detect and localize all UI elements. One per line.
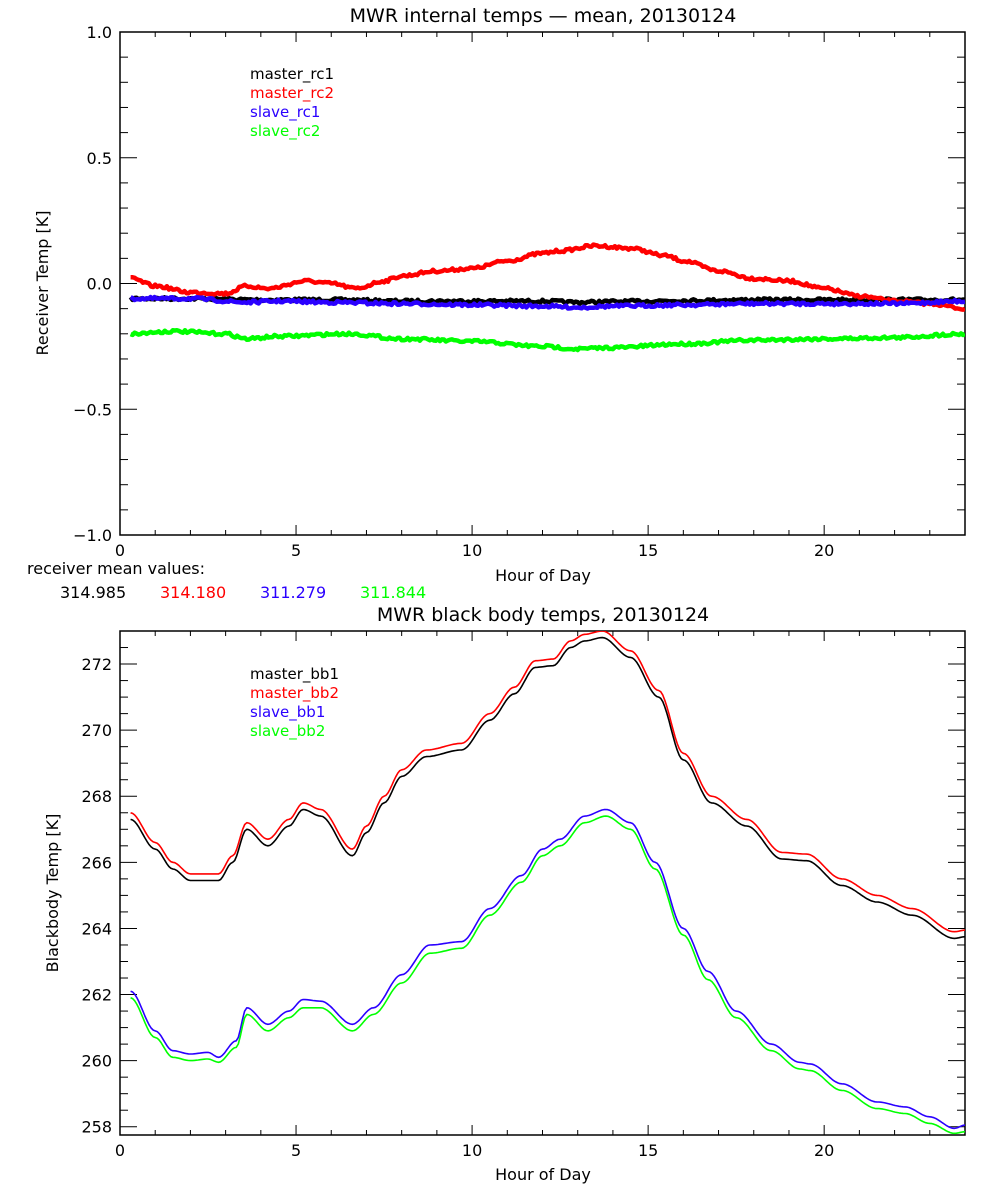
- data-lines: [128, 242, 965, 353]
- series-line-master-bb1: [130, 636, 965, 940]
- mean-value: 311.279: [260, 583, 326, 602]
- x-tick-label: 20: [814, 1141, 834, 1160]
- axis-ticks: [119, 630, 966, 1135]
- mean-values-label: receiver mean values:: [27, 559, 205, 578]
- series-line-slave-bb2: [130, 815, 965, 1135]
- y-tick-label: 1.0: [87, 23, 112, 42]
- series-line-slave-rc1: [129, 294, 965, 311]
- y-tick-label: 258: [81, 1118, 112, 1137]
- y-tick-label: 270: [81, 721, 112, 740]
- chart-receiver-temps: MWR internal temps — mean, 20130124 −1.0…: [27, 5, 966, 602]
- legend-item-slave-rc2: slave_rc2: [250, 122, 320, 141]
- x-tick-label: 10: [462, 1141, 482, 1160]
- legend-item-master-bb2: master_bb2: [250, 684, 339, 703]
- y-tick-labels: 258 260 262 264 266 268 270 272: [81, 655, 112, 1137]
- y-tick-label: 0.5: [87, 149, 112, 168]
- x-tick-label: 0: [115, 1141, 125, 1160]
- x-axis-label: Hour of Day: [495, 1165, 591, 1184]
- y-tick-labels: −1.0 −0.5 0.0 0.5 1.0: [73, 23, 112, 545]
- series-line-master-bb2: [130, 631, 965, 933]
- legend-item-slave-bb2: slave_bb2: [250, 722, 325, 741]
- x-axis-label: Hour of Day: [495, 566, 591, 585]
- mean-value: 314.180: [160, 583, 226, 602]
- series-line-slave-rc2: [129, 327, 965, 353]
- x-tick-labels: 0 5 10 15 20: [115, 1141, 834, 1160]
- y-tick-label: −0.5: [73, 400, 112, 419]
- chart-title: MWR black body temps, 20130124: [377, 604, 709, 626]
- plot-frame: [119, 630, 966, 1136]
- legend-item-master-rc1: master_rc1: [250, 65, 334, 84]
- axis-ticks: [119, 31, 966, 536]
- series-line-master-rc2: [130, 242, 965, 312]
- x-tick-label: 5: [291, 541, 301, 560]
- y-tick-label: −1.0: [73, 526, 112, 545]
- x-tick-label: 20: [814, 541, 834, 560]
- y-axis-label: Receiver Temp [K]: [33, 210, 52, 355]
- x-tick-label: 0: [115, 541, 125, 560]
- y-tick-label: 0.0: [87, 275, 112, 294]
- legend-item-slave-bb1: slave_bb1: [250, 703, 325, 722]
- y-tick-label: 264: [81, 919, 112, 938]
- x-tick-label: 10: [462, 541, 482, 560]
- y-tick-label: 260: [81, 1052, 112, 1071]
- y-tick-label: 268: [81, 787, 112, 806]
- chart-title: MWR internal temps — mean, 20130124: [350, 5, 737, 27]
- y-axis-label: Blackbody Temp [K]: [43, 814, 62, 973]
- y-tick-label: 262: [81, 986, 112, 1005]
- mean-value: 311.844: [360, 583, 426, 602]
- x-tick-label: 15: [638, 1141, 658, 1160]
- legend-item-slave-rc1: slave_rc1: [250, 103, 320, 122]
- x-tick-label: 5: [291, 1141, 301, 1160]
- legend-item-master-rc2: master_rc2: [250, 84, 334, 103]
- legend-item-master-bb1: master_bb1: [250, 665, 339, 684]
- mean-value: 314.985: [60, 583, 126, 602]
- data-lines: [130, 631, 965, 1135]
- mean-values: 314.985 314.180 311.279 311.844: [60, 583, 426, 602]
- chart-blackbody-temps: MWR black body temps, 20130124 258 260 262…: [43, 604, 966, 1184]
- x-tick-labels: 0 5 10 15 20: [115, 541, 834, 560]
- series-line-slave-bb1: [130, 808, 965, 1130]
- x-tick-label: 15: [638, 541, 658, 560]
- y-tick-label: 272: [81, 655, 112, 674]
- y-tick-label: 266: [81, 853, 112, 872]
